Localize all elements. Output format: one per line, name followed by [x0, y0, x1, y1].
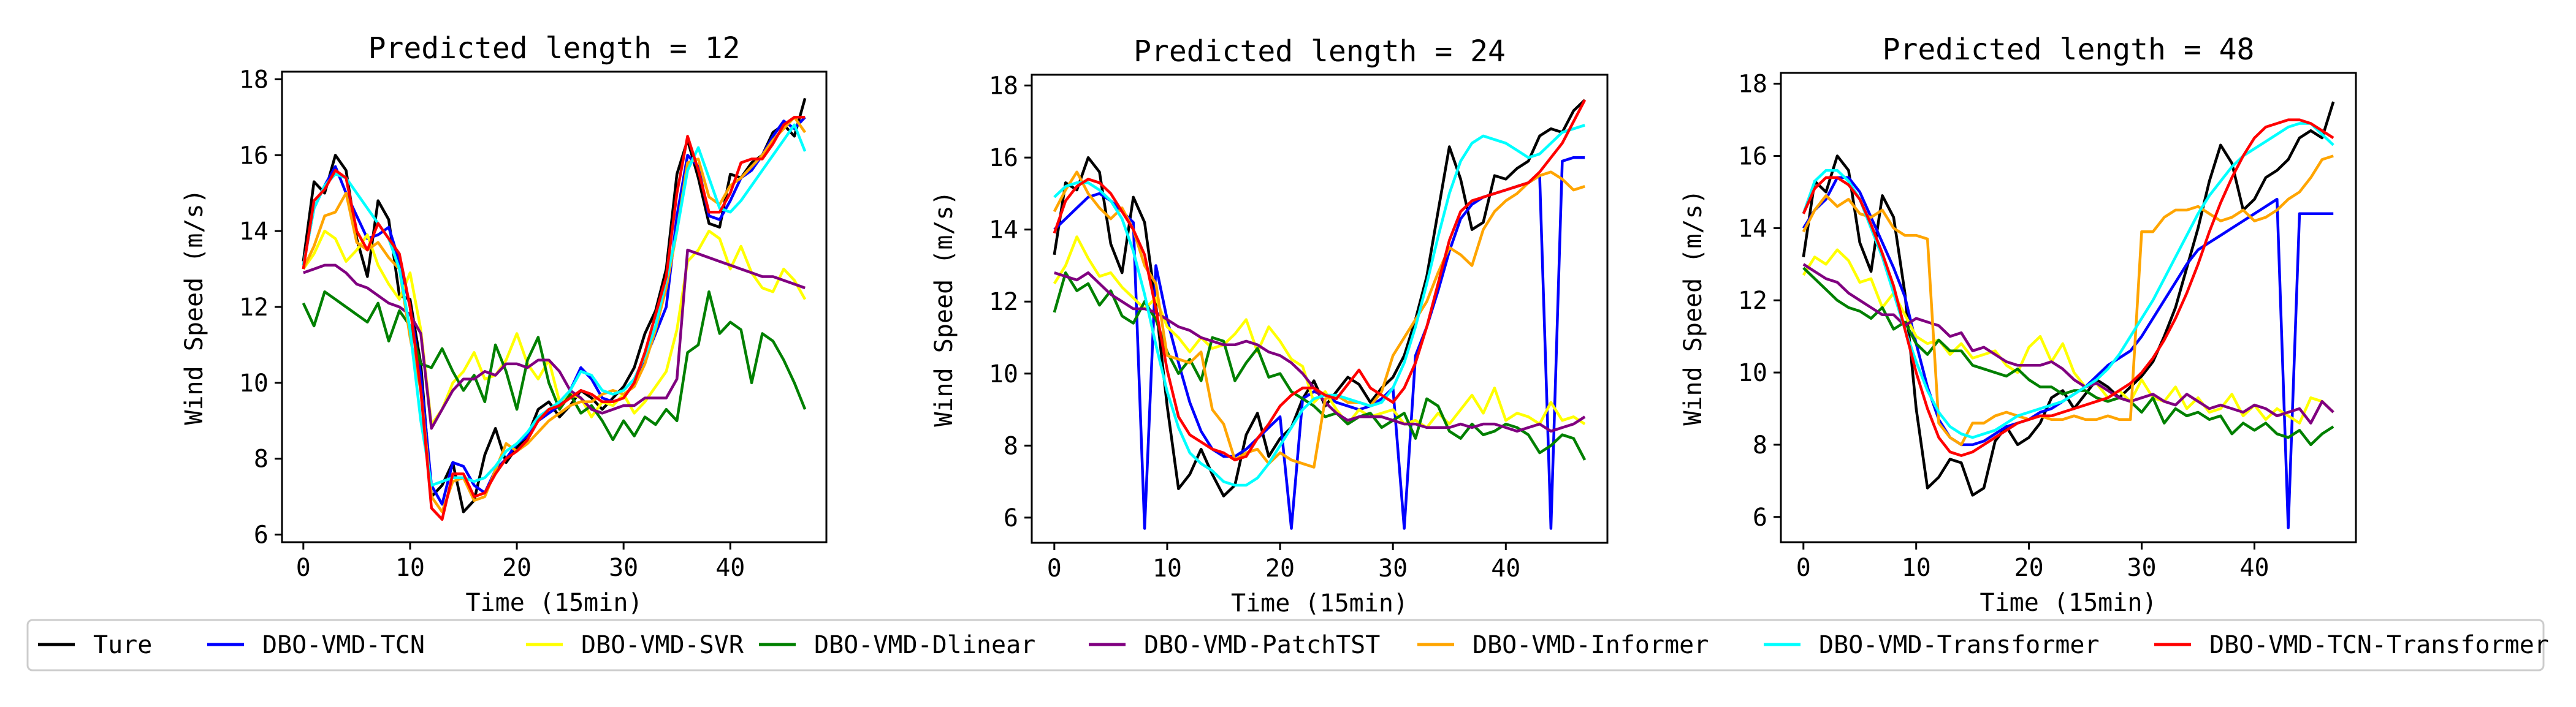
x-tick-label: 30 — [2127, 554, 2156, 582]
series-line-informer — [1802, 154, 2334, 447]
y-ticks: 6 8 10 12 14 16 18 — [239, 66, 282, 550]
y-axis-label: Wind Speed (m/s) — [1679, 189, 1707, 425]
legend-label-dlinear: DBO-VMD-Dlinear — [814, 631, 1035, 659]
y-axis-label: Wind Speed (m/s) — [930, 191, 958, 426]
x-ticks: 0 10 20 30 40 — [1047, 543, 1520, 583]
series-lines — [1053, 99, 1587, 530]
chart-title: Predicted length = 48 — [1883, 32, 2255, 67]
x-tick-label: 10 — [1902, 554, 1931, 582]
series-line-tcn_transformer — [302, 116, 806, 521]
y-tick-label: 14 — [1738, 214, 1767, 243]
x-axis-label: Time (15min) — [1231, 589, 1408, 618]
x-tick-label: 20 — [2014, 554, 2044, 582]
x-ticks: 0 10 20 30 40 — [1796, 542, 2269, 582]
legend-label-informer: DBO-VMD-Informer — [1473, 631, 1709, 659]
x-tick-label: 0 — [1047, 554, 1062, 583]
x-tick-label: 0 — [1796, 554, 1811, 582]
x-tick-label: 10 — [395, 554, 425, 582]
legend-label-transformer: DBO-VMD-Transformer — [1819, 631, 2100, 659]
x-axis-label: Time (15min) — [1980, 589, 2157, 617]
x-axis-label: Time (15min) — [466, 589, 643, 617]
series-line-patchtst — [1802, 263, 2334, 425]
series-line-svr — [1802, 248, 2334, 425]
legend-label-tcn_transformer: DBO-VMD-TCN-Transformer — [2209, 631, 2549, 659]
y-tick-label: 18 — [239, 66, 269, 94]
chart-title: Predicted length = 12 — [368, 31, 741, 66]
series-line-tcn — [302, 116, 806, 506]
chart-title: Predicted length = 24 — [1134, 34, 1506, 69]
x-tick-label: 40 — [2239, 554, 2269, 582]
legend-label-ture: Ture — [93, 631, 152, 659]
legend-label-svr: DBO-VMD-SVR — [581, 631, 744, 659]
series-line-informer — [1053, 170, 1585, 469]
subplot-3: Predicted length = 48 Wind Speed (m/s) T… — [1679, 32, 2357, 617]
series-line-transformer — [1053, 124, 1585, 487]
y-ticks: 6 8 10 12 14 16 18 — [1738, 70, 1781, 532]
plot-frame — [1031, 74, 1609, 544]
x-tick-label: 40 — [1491, 554, 1520, 583]
series-line-dlinear — [302, 290, 807, 442]
legend-frame — [26, 619, 2545, 671]
legend-label-tcn: DBO-VMD-TCN — [262, 631, 425, 659]
x-tick-label: 40 — [715, 554, 745, 582]
series-lines — [1802, 101, 2335, 529]
subplot-2: Predicted length = 24 Wind Speed (m/s) T… — [930, 34, 1609, 618]
x-tick-label: 20 — [1265, 554, 1295, 583]
y-tick-label: 18 — [1738, 70, 1767, 99]
y-tick-label: 16 — [1738, 143, 1767, 171]
series-line-tcn_transformer — [1802, 118, 2334, 457]
legend-entries: Ture DBO-VMD-TCN DBO-VMD-SVR DBO-VMD-Dlinea… — [38, 631, 2549, 659]
series-line-tcn_transformer — [1053, 99, 1587, 462]
y-tick-label: 10 — [1738, 359, 1767, 387]
legend-label-patchtst: DBO-VMD-PatchTST — [1144, 631, 1380, 659]
series-line-patchtst — [1054, 271, 1586, 433]
x-ticks: 0 10 20 30 40 — [296, 542, 745, 582]
y-axis-label: Wind Speed (m/s) — [180, 189, 208, 425]
x-tick-label: 0 — [296, 554, 311, 582]
y-ticks: 6 8 10 12 14 16 18 — [989, 72, 1032, 532]
x-tick-label: 30 — [609, 554, 638, 582]
y-tick-label: 10 — [239, 369, 269, 398]
series-line-ture — [1802, 101, 2335, 497]
x-tick-label: 30 — [1378, 554, 1408, 583]
series-lines — [302, 97, 807, 521]
x-tick-label: 20 — [502, 554, 532, 582]
y-tick-label: 12 — [1738, 287, 1767, 315]
plot-frame — [1780, 72, 2357, 543]
series-line-dlinear — [1053, 271, 1587, 461]
y-tick-label: 6 — [1004, 504, 1018, 532]
plot-frame — [281, 70, 828, 543]
y-tick-label: 16 — [239, 142, 269, 170]
y-tick-label: 8 — [1753, 431, 1767, 459]
y-tick-label: 16 — [989, 144, 1018, 172]
subplot-1: Predicted length = 12 Wind Speed (m/s) T… — [180, 31, 828, 617]
series-line-svr — [302, 229, 807, 426]
legend: Ture DBO-VMD-TCN DBO-VMD-SVR DBO-VMD-Dlinea… — [26, 619, 2549, 671]
y-tick-label: 6 — [1753, 504, 1767, 532]
y-tick-label: 12 — [239, 293, 269, 322]
series-line-patchtst — [303, 248, 806, 430]
y-tick-label: 10 — [989, 360, 1018, 388]
y-tick-label: 14 — [989, 216, 1018, 244]
y-tick-label: 8 — [1004, 432, 1018, 460]
series-line-dlinear — [1802, 267, 2334, 447]
y-tick-label: 12 — [989, 288, 1018, 316]
y-tick-label: 14 — [239, 217, 269, 246]
x-tick-label: 10 — [1153, 554, 1182, 583]
series-line-informer — [302, 116, 807, 513]
y-tick-label: 18 — [989, 72, 1018, 100]
y-tick-label: 8 — [254, 445, 269, 474]
y-tick-label: 6 — [254, 521, 269, 550]
